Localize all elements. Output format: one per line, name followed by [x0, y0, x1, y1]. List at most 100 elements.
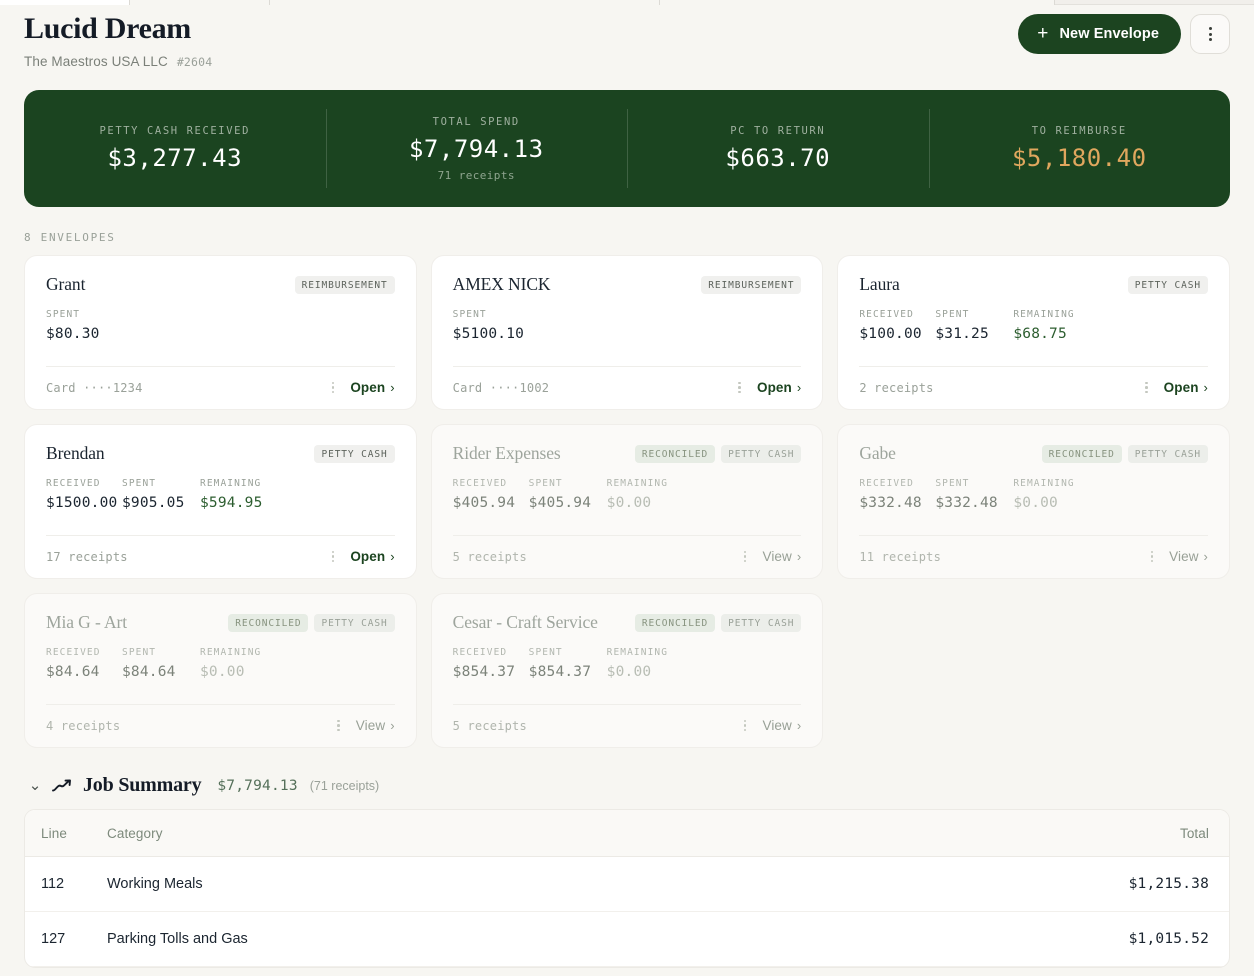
card-footer: 11 receipts View ›	[859, 536, 1208, 564]
metrics-row: RECEIVED $332.48 SPENT $332.48 REMAINING $0.0…	[859, 478, 1208, 511]
browser-tab[interactable]	[130, 0, 270, 5]
badge-group: REIMBURSEMENT	[294, 275, 395, 294]
badge-group: RECONCILED PETTY CASH	[228, 613, 395, 632]
stat-1: TOTAL SPEND $7,794.13 71 receipts	[325, 90, 628, 207]
metric-label: REMAINING	[606, 647, 669, 658]
stat-label: PETTY CASH RECEIVED	[99, 125, 250, 137]
status-badge: PETTY CASH	[1127, 444, 1208, 463]
badge-group: PETTY CASH	[314, 444, 395, 463]
badge-group: RECONCILED PETTY CASH	[634, 613, 802, 632]
envelope-card[interactable]: Brendan PETTY CASH RECEIVED $1500.00 SPENT $9…	[24, 424, 417, 579]
metric-value: $1500.00	[46, 495, 118, 511]
card-meta: 5 receipts	[452, 718, 527, 733]
kebab-menu-icon[interactable]	[1150, 550, 1154, 563]
metric-label: RECEIVED	[859, 478, 914, 489]
metrics-row: RECEIVED $100.00 SPENT $31.25 REMAINING $68.7…	[859, 309, 1208, 342]
open-envelope-link[interactable]: Open ›	[757, 380, 801, 395]
job-summary-total: $7,794.13	[217, 777, 298, 794]
metric-remaining: REMAINING $0.00	[607, 647, 687, 680]
metric-label: RECEIVED	[452, 478, 508, 489]
stat-label: TO REIMBURSE	[1031, 125, 1127, 137]
column-header-line[interactable]: Line	[25, 810, 93, 857]
card-divider	[452, 704, 802, 705]
card-footer: 4 receipts View ›	[46, 705, 395, 733]
envelope-name: Rider Expenses	[452, 443, 561, 463]
browser-tab[interactable]	[0, 0, 130, 5]
metric-spent: SPENT $5100.10	[453, 309, 531, 342]
status-badge: PETTY CASH	[721, 613, 802, 632]
metric-value: $854.37	[452, 664, 516, 680]
view-envelope-link[interactable]: View ›	[762, 718, 801, 733]
kebab-menu-icon[interactable]	[331, 381, 335, 394]
table-row[interactable]: 112 Working Meals $1,215.38	[25, 856, 1229, 912]
table-row[interactable]: 127 Parking Tolls and Gas $1,015.52	[25, 911, 1229, 967]
column-header-total[interactable]: Total	[770, 810, 1229, 857]
status-badge: PETTY CASH	[314, 444, 395, 463]
envelope-card[interactable]: Mia G - Art RECONCILED PETTY CASH RECEIVED $…	[24, 593, 417, 748]
metric-value: $405.94	[452, 495, 516, 511]
badge-group: PETTY CASH	[1127, 275, 1208, 294]
envelope-card[interactable]: AMEX NICK REIMBURSEMENT SPENT $5100.10 Card …	[430, 255, 824, 410]
card-footer: 5 receipts View ›	[453, 705, 802, 733]
kebab-menu-icon[interactable]	[738, 381, 741, 394]
badge-group: RECONCILED PETTY CASH	[1041, 444, 1208, 463]
metric-value: $594.95	[200, 495, 263, 511]
metric-value: $84.64	[46, 664, 100, 680]
action-label: Open	[350, 549, 386, 564]
kebab-menu-icon[interactable]	[331, 550, 335, 563]
envelope-card[interactable]: Gabe RECONCILED PETTY CASH RECEIVED $332.48 S…	[837, 424, 1230, 579]
status-badge: PETTY CASH	[721, 444, 802, 463]
view-envelope-link[interactable]: View ›	[1169, 549, 1208, 564]
status-badge: RECONCILED	[228, 613, 309, 632]
header-actions: + New Envelope	[1018, 10, 1230, 54]
card-meta: Card ····1234	[46, 380, 143, 395]
metric-received: RECEIVED $1500.00	[46, 478, 122, 511]
browser-tab[interactable]	[660, 0, 1055, 5]
metric-value: $68.75	[1013, 326, 1067, 342]
card-header: Laura PETTY CASH	[859, 274, 1208, 295]
metric-value: $0.00	[606, 495, 652, 511]
job-summary-header[interactable]: ⌄ Job Summary $7,794.13 (71 receipts)	[28, 774, 1230, 797]
card-footer: 2 receipts Open ›	[859, 367, 1208, 395]
metric-remaining: REMAINING $0.00	[200, 647, 280, 680]
metric-spent: SPENT $31.25	[935, 309, 1013, 342]
metric-spent: SPENT $405.94	[529, 478, 607, 511]
metric-value: $854.37	[528, 664, 592, 680]
metric-label: SPENT	[528, 647, 563, 658]
envelope-card[interactable]: Grant REIMBURSEMENT SPENT $80.30 Card ····12…	[24, 255, 417, 410]
cell-line: 127	[25, 911, 93, 967]
card-header: Brendan PETTY CASH	[46, 443, 395, 464]
chevron-right-icon: ›	[796, 549, 802, 564]
action-label: View	[762, 718, 792, 733]
kebab-menu-icon[interactable]	[337, 719, 340, 732]
card-footer: Card ····1002 Open ›	[453, 367, 802, 395]
metric-label: REMAINING	[200, 478, 262, 489]
envelope-card[interactable]: Rider Expenses RECONCILED PETTY CASH RECEIV…	[430, 424, 824, 579]
new-envelope-button[interactable]: + New Envelope	[1018, 14, 1181, 54]
chevron-down-icon[interactable]: ⌄	[28, 777, 42, 794]
action-label: Open	[1163, 380, 1199, 395]
view-envelope-link[interactable]: View ›	[762, 549, 801, 564]
column-header-category[interactable]: Category	[93, 810, 771, 857]
open-envelope-link[interactable]: Open ›	[350, 549, 394, 564]
browser-tab[interactable]	[270, 0, 660, 5]
overflow-menu-button[interactable]	[1190, 14, 1230, 54]
open-envelope-link[interactable]: Open ›	[1164, 380, 1208, 395]
stat-value: $3,277.43	[107, 144, 243, 172]
metric-value: $100.00	[859, 326, 922, 342]
kebab-menu-icon[interactable]	[743, 719, 747, 732]
kebab-menu-icon[interactable]	[743, 550, 747, 563]
envelope-card[interactable]: Laura PETTY CASH RECEIVED $100.00 SPENT $31.2…	[837, 255, 1230, 410]
card-footer-actions: Open ›	[1145, 380, 1208, 395]
metrics-row: SPENT $5100.10	[453, 309, 802, 342]
metric-value: $0.00	[200, 664, 245, 680]
view-envelope-link[interactable]: View ›	[356, 718, 395, 733]
envelope-name: Gabe	[859, 443, 896, 463]
kebab-menu-icon[interactable]	[1145, 381, 1148, 394]
open-envelope-link[interactable]: Open ›	[350, 380, 394, 395]
envelope-card[interactable]: Cesar - Craft Service RECONCILED PETTY CAS…	[430, 593, 824, 748]
card-footer-actions: View ›	[1150, 549, 1208, 564]
action-label: Open	[756, 380, 792, 395]
card-footer-actions: Open ›	[331, 549, 395, 564]
